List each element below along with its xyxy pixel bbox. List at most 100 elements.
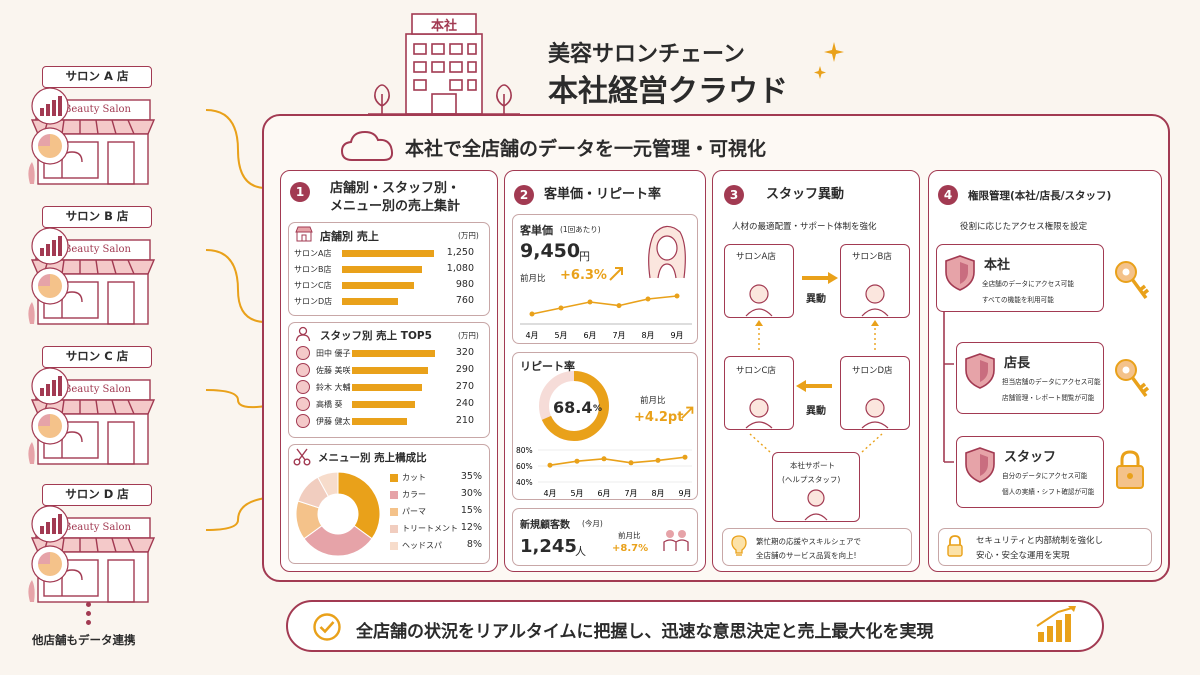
legend-value: 8% <box>466 539 482 550</box>
legend-value: 12% <box>460 522 482 533</box>
salon-tag: サロン A 店 <box>42 66 152 88</box>
ring-fill <box>539 371 609 441</box>
month-label: 9月 <box>678 489 691 498</box>
store-bar <box>342 282 414 289</box>
up-arrow-icon <box>609 267 623 281</box>
role-name: 本社 <box>984 258 1011 273</box>
aov-point <box>674 293 680 299</box>
store-bar <box>342 250 434 257</box>
panel4-title: 権限管理(本社/店長/スタッフ) <box>968 190 1112 202</box>
salon-tag: サロン D 店 <box>42 484 152 506</box>
transfer-label-2: 異動 <box>806 406 826 417</box>
shield-icon <box>965 447 995 483</box>
month-label: 5月 <box>570 489 583 498</box>
salon-store-1: サロン B 店 Beauty Salon <box>28 206 158 336</box>
staff-bar <box>352 401 415 408</box>
person-outline-icon <box>295 326 311 342</box>
legend-label: パーマ <box>402 507 426 516</box>
other-salons-label: 他店舗もデータ連携 <box>32 633 136 647</box>
hq-support-card <box>772 452 860 522</box>
staff-name: 伊藤 健太 <box>316 417 351 426</box>
repeat-rate-ring <box>539 371 609 441</box>
store-value: 1,080 <box>446 263 474 274</box>
staff-value: 290 <box>455 364 474 375</box>
legend-label: トリートメント <box>402 524 458 533</box>
salon-c-label: サロンC店 <box>736 366 776 376</box>
panel4-subtitle: 役割に応じたアクセス権限を設定 <box>960 222 1088 232</box>
repeat-point <box>601 456 607 462</box>
role-desc-2: 個人の実績・シフト確認が可能 <box>1002 488 1095 496</box>
store-name: サロンA店 <box>294 249 332 258</box>
salon-sign: Beauty Salon <box>64 244 131 255</box>
sparkle-icon <box>814 42 844 79</box>
panel4-note-l1: セキュリティと内部統制を強化し <box>976 536 1103 546</box>
donut-slice <box>337 471 381 540</box>
panel1-number: 1 <box>290 182 310 202</box>
month-label: 5月 <box>554 331 567 340</box>
panel4-note-l2: 安心・安全な運用を実現 <box>976 551 1070 561</box>
legend-label: カラー <box>402 490 426 499</box>
role-desc-1: 全店舗のデータにアクセス可能 <box>982 280 1074 288</box>
support-label-l2: (ヘルプスタッフ) <box>782 475 841 484</box>
new-customers-value: 1,245 <box>520 536 577 557</box>
ytick-label: 80% <box>516 446 533 455</box>
salon-tag: サロン C 店 <box>42 346 152 368</box>
legend-value: 15% <box>460 505 482 516</box>
support-label-l1: 本社サポート <box>790 461 835 470</box>
panel3-note-l1: 繁忙期の応援やスキルシェアで <box>756 537 861 546</box>
salon-d-card <box>840 356 910 430</box>
transfer-diagram <box>745 272 889 521</box>
aov-value: 9,450 <box>520 240 581 262</box>
staff-value: 210 <box>455 415 474 426</box>
page-title-line1: 美容サロンチェーン <box>548 42 745 67</box>
repeat-trend-line: 80% 60% 40% 4月 5月 6月 7月 8月 9月 <box>516 446 692 498</box>
footer-banner <box>286 600 1104 652</box>
staff-bar <box>352 350 435 357</box>
month-label: 8月 <box>651 489 664 498</box>
staff-sales-title: スタッフ別 売上 TOP5 <box>320 330 432 342</box>
shield-icon <box>945 255 975 291</box>
salon-d-label: サロンD店 <box>852 366 893 376</box>
staff-avatar <box>296 414 310 428</box>
repeat-line-path <box>549 456 686 466</box>
panel2-title: 客単価・リピート率 <box>544 187 662 202</box>
salon-sign: Beauty Salon <box>64 104 131 115</box>
salon-store-0: サロン A 店 Beauty Salon <box>28 66 158 196</box>
menu-mix-title: メニュー別 売上構成比 <box>318 452 427 464</box>
panel1-title-line2: メニュー別の売上集計 <box>330 199 461 214</box>
panel4-note <box>938 528 1152 566</box>
staff-name: 高橋 葵 <box>316 400 343 409</box>
store-name: サロンB店 <box>294 265 332 274</box>
aov-mom-label: 前月比 <box>520 274 546 284</box>
lock-icon <box>1116 450 1144 489</box>
month-label: 6月 <box>597 489 610 498</box>
staff-bar <box>352 418 407 425</box>
month-label: 6月 <box>583 331 596 340</box>
legend-label: カット <box>402 473 426 482</box>
key-icon <box>1115 359 1150 398</box>
panel3-note <box>722 528 912 566</box>
aov-point <box>645 296 651 302</box>
salon-mini-charts-icon <box>31 227 69 305</box>
page-title-line2: 本社経営クラウド <box>548 74 788 109</box>
legend-swatch <box>390 491 398 499</box>
panel2-number: 2 <box>514 185 534 205</box>
repeat-point <box>655 457 661 463</box>
new-customers-mom-label: 前月比 <box>618 531 641 540</box>
lock-icon <box>947 535 963 557</box>
repeat-mom-label: 前月比 <box>640 396 666 406</box>
role-name: 店長 <box>1004 356 1031 371</box>
ytick-label: 40% <box>516 478 533 487</box>
staff-avatar <box>296 346 310 360</box>
staff-avatar <box>296 380 310 394</box>
aov-sub: (1回あたり) <box>560 225 601 234</box>
aov-mom-value: +6.3% <box>560 268 607 283</box>
staff-avatar <box>296 363 310 377</box>
repeat-value: 68.4 <box>553 398 593 417</box>
staff-bar <box>352 384 422 391</box>
salon-tag: サロン B 店 <box>42 206 152 228</box>
staff-name: 鈴木 大輔 <box>316 383 351 392</box>
store-bar <box>342 298 398 305</box>
store-value: 760 <box>455 295 474 306</box>
check-circle-icon <box>313 613 341 641</box>
